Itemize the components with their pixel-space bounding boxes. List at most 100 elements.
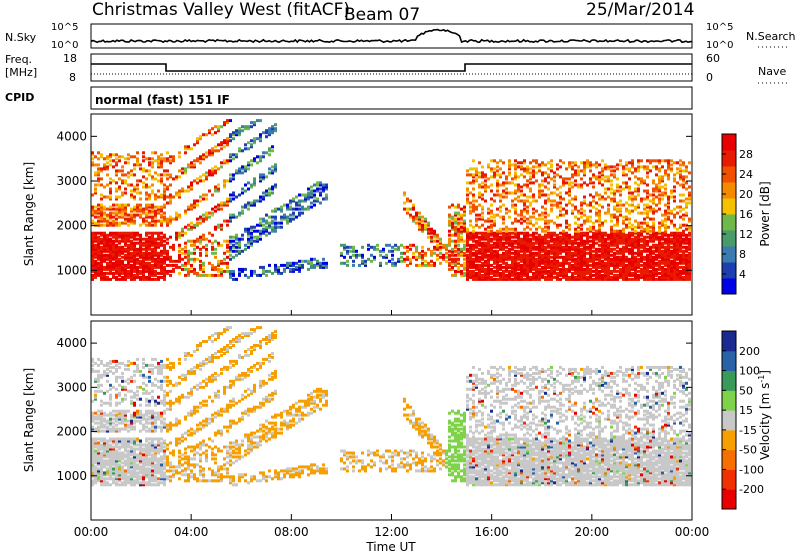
power-echo-cell xyxy=(682,231,685,235)
power-echo-cell xyxy=(613,173,616,177)
power-echo-cell xyxy=(103,249,106,253)
power-echo-cell xyxy=(604,167,607,171)
power-echo-cell xyxy=(661,191,664,195)
power-echo-cell xyxy=(679,275,682,279)
power-echo-cell xyxy=(157,161,160,165)
power-echo-cell xyxy=(559,185,562,189)
power-echo-cell xyxy=(403,259,406,263)
power-echo-cell xyxy=(538,183,541,187)
power-echo-cell xyxy=(577,251,580,255)
velocity-echo-cell xyxy=(97,447,100,451)
power-echo-cell xyxy=(679,167,682,171)
power-echo-cell xyxy=(583,251,586,255)
power-echo-cell xyxy=(460,215,463,219)
power-echo-cell xyxy=(574,267,577,271)
power-echo-cell xyxy=(601,197,604,201)
velocity-echo-cell xyxy=(94,441,97,445)
power-echo-cell xyxy=(619,193,622,197)
power-echo-cell xyxy=(283,215,286,219)
power-echo-cell xyxy=(451,225,454,229)
colorbar-tick-label: 24 xyxy=(739,168,753,181)
power-echo-cell xyxy=(313,263,316,267)
power-echo-cell xyxy=(565,235,568,239)
power-echo-cell xyxy=(457,257,460,261)
power-echo-cell xyxy=(94,245,97,249)
power-echo-cell xyxy=(574,179,577,183)
power-echo-cell xyxy=(655,167,658,171)
power-echo-cell xyxy=(664,211,667,215)
power-echo-cell xyxy=(466,201,469,205)
power-echo-cell xyxy=(232,277,235,281)
power-echo-cell xyxy=(550,265,553,269)
power-echo-cell xyxy=(574,221,577,225)
power-echo-cell xyxy=(649,253,652,257)
power-echo-cell xyxy=(661,223,664,227)
power-echo-cell xyxy=(208,129,211,133)
power-echo-cell xyxy=(595,275,598,279)
power-echo-cell xyxy=(523,251,526,255)
power-echo-cell xyxy=(244,229,247,233)
power-echo-cell xyxy=(271,219,274,223)
velocity-echo-cell xyxy=(97,437,100,441)
power-echo-cell xyxy=(454,205,457,209)
power-echo-cell xyxy=(481,211,484,215)
power-echo-cell xyxy=(313,193,316,197)
power-echo-cell xyxy=(685,277,688,281)
power-echo-cell xyxy=(631,249,634,253)
power-echo-cell xyxy=(364,263,367,267)
velocity-echo-cell xyxy=(103,363,106,367)
power-echo-cell xyxy=(145,257,148,261)
power-echo-cell xyxy=(532,231,535,235)
power-echo-cell xyxy=(211,265,214,269)
power-echo-cell xyxy=(220,227,223,231)
power-echo-cell xyxy=(562,179,565,183)
power-echo-cell xyxy=(574,271,577,275)
power-echo-cell xyxy=(271,271,274,275)
power-echo-cell xyxy=(394,261,397,265)
power-echo-cell xyxy=(466,237,469,241)
velocity-scatter-field xyxy=(91,326,691,487)
power-echo-cell xyxy=(451,247,454,251)
power-echo-cell xyxy=(253,177,256,181)
power-echo-cell xyxy=(562,265,565,269)
power-echo-cell xyxy=(226,255,229,259)
power-echo-cell xyxy=(493,159,496,163)
velocity-echo-cell xyxy=(94,469,97,473)
power-echo-cell xyxy=(577,171,580,175)
power-echo-cell xyxy=(574,265,577,269)
power-echo-cell xyxy=(568,277,571,281)
power-echo-cell xyxy=(160,263,163,267)
power-echo-cell xyxy=(283,203,286,207)
power-echo-cell xyxy=(133,233,136,237)
power-echo-cell xyxy=(457,247,460,251)
power-echo-cell xyxy=(568,237,571,241)
power-echo-cell xyxy=(565,257,568,261)
power-echo-cell xyxy=(532,235,535,239)
power-echo-cell xyxy=(100,237,103,241)
velocity-echo-cell xyxy=(94,395,97,399)
velocity-echo-cell xyxy=(112,481,115,485)
power-echo-cell xyxy=(631,267,634,271)
power-echo-cell xyxy=(415,255,418,259)
power-echo-cell xyxy=(526,231,529,235)
power-echo-cell xyxy=(136,213,139,217)
power-echo-cell xyxy=(220,225,223,229)
power-echo-cell xyxy=(625,265,628,269)
power-echo-cell xyxy=(532,263,535,267)
velocity-echo-cell xyxy=(109,421,112,425)
power-echo-cell xyxy=(103,213,106,217)
power-echo-cell xyxy=(664,241,667,245)
power-echo-cell xyxy=(541,253,544,257)
power-echo-cell xyxy=(232,255,235,259)
power-echo-cell xyxy=(667,245,670,249)
power-echo-cell xyxy=(505,237,508,241)
power-echo-cell xyxy=(154,177,157,181)
power-echo-cell xyxy=(97,245,100,249)
power-echo-cell xyxy=(265,129,268,133)
power-echo-cell xyxy=(313,257,316,261)
power-echo-cell xyxy=(679,239,682,243)
power-echo-cell xyxy=(523,167,526,171)
power-echo-cell xyxy=(472,173,475,177)
power-echo-cell xyxy=(541,259,544,263)
power-echo-cell xyxy=(298,199,301,203)
